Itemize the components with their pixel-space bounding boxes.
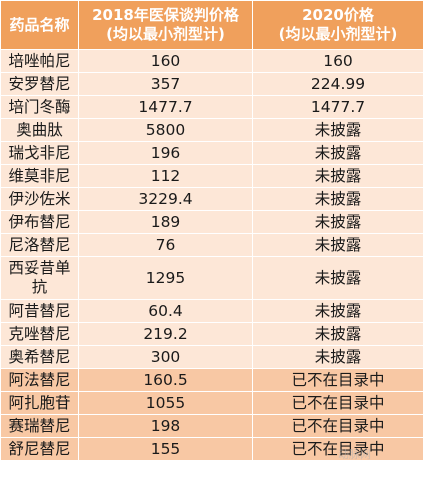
price-2018-cell: 357 [78, 72, 253, 96]
drug-name-cell: 奥曲肽 [0, 118, 79, 142]
header-drug-name: 药品名称 [0, 0, 79, 50]
price-2018-cell: 112 [78, 164, 253, 188]
price-2018-cell: 219.2 [78, 322, 253, 346]
header-price-2018: 2018年医保谈判价格 (均以最小剂型计) [78, 0, 253, 50]
price-2020-cell: 未披露 [252, 299, 423, 323]
drug-name-cell: 阿扎胞苷 [0, 391, 79, 415]
price-2020-cell: 已不在目录中 [252, 414, 423, 438]
price-2020-cell: 未披露 [252, 187, 423, 211]
header-price-2018-title: 2018年医保谈判价格 [92, 6, 239, 24]
price-2018-cell: 160 [78, 49, 253, 73]
table-row: 西妥昔单抗 1295 未披露 [0, 256, 423, 300]
table-row: 瑞戈非尼 196 未披露 [0, 141, 423, 165]
drug-name-cell: 舒尼替尼 [0, 437, 79, 461]
table-row: 阿昔替尼 60.4 未披露 [0, 299, 423, 323]
price-2018-cell: 189 [78, 210, 253, 234]
price-2018-cell: 76 [78, 233, 253, 257]
table-row: 尼洛替尼 76 未披露 [0, 233, 423, 257]
table-row: 安罗替尼 357 224.99 [0, 72, 423, 96]
table-row: 克唑替尼 219.2 未披露 [0, 322, 423, 346]
price-2020-cell: 未披露 [252, 164, 423, 188]
drug-name-cell: 培门冬酶 [0, 95, 79, 119]
table-row: 培门冬酶 1477.7 1477.7 [0, 95, 423, 119]
price-2020-cell: 224.99 [252, 72, 423, 96]
drug-name-cell: 伊沙佐米 [0, 187, 79, 211]
price-2018-cell: 160.5 [78, 368, 253, 392]
table-row: 赛瑞替尼 198 已不在目录中 [0, 414, 423, 438]
drug-name-cell: 奥希替尼 [0, 345, 79, 369]
header-price-2020-title: 2020价格 [302, 6, 374, 24]
drug-name-cell: 培唑帕尼 [0, 49, 79, 73]
drug-name-cell: 维莫非尼 [0, 164, 79, 188]
price-2020-cell: 未披露 [252, 233, 423, 257]
price-2018-cell: 60.4 [78, 299, 253, 323]
price-2018-cell: 1295 [78, 256, 253, 300]
drug-price-table: 药品名称 2018年医保谈判价格 (均以最小剂型计) 2020价格 (均以最小剂… [0, 0, 423, 461]
table-row: 伊布替尼 189 未披露 [0, 210, 423, 234]
table-row: 伊沙佐米 3229.4 未披露 [0, 187, 423, 211]
drug-name-cell: 阿法替尼 [0, 368, 79, 392]
table-row: 维莫非尼 112 未披露 [0, 164, 423, 188]
table-row: 奥曲肽 5800 未披露 [0, 118, 423, 142]
drug-name-cell: 尼洛替尼 [0, 233, 79, 257]
price-2018-cell: 196 [78, 141, 253, 165]
table-row: 阿扎胞苷 1055 已不在目录中 [0, 391, 423, 415]
header-price-2018-note: (均以最小剂型计) [106, 25, 225, 43]
drug-name-cell: 西妥昔单抗 [0, 256, 79, 300]
table-row: 奥希替尼 300 未披露 [0, 345, 423, 369]
price-2020-cell: 1477.7 [252, 95, 423, 119]
price-2020-cell: 未披露 [252, 141, 423, 165]
price-2020-cell: 未披露 [252, 118, 423, 142]
table-body: 培唑帕尼 160 160 安罗替尼 357 224.99 培门冬酶 1477.7 1477.7 奥… [0, 49, 423, 461]
header-drug-name-label: 药品名称 [9, 15, 70, 34]
table-row: 培唑帕尼 160 160 [0, 49, 423, 73]
drug-name-cell: 安罗替尼 [0, 72, 79, 96]
header-price-2020: 2020价格 (均以最小剂型计) [252, 0, 423, 50]
drug-name-cell: 赛瑞替尼 [0, 414, 79, 438]
price-2018-cell: 198 [78, 414, 253, 438]
price-2020-cell: 已不在目录中 [252, 368, 423, 392]
price-2020-cell: 已不在目录中 [252, 437, 423, 461]
price-2018-cell: 155 [78, 437, 253, 461]
price-2020-cell: 160 [252, 49, 423, 73]
price-2020-cell: 未披露 [252, 256, 423, 300]
header-price-2020-note: (均以最小剂型计) [278, 25, 398, 43]
price-2018-cell: 1055 [78, 391, 253, 415]
drug-name-cell: 瑞戈非尼 [0, 141, 79, 165]
price-2020-cell: 未披露 [252, 322, 423, 346]
price-2018-cell: 5800 [78, 118, 253, 142]
price-2018-cell: 300 [78, 345, 253, 369]
price-2020-cell: 已不在目录中 [252, 391, 423, 415]
drug-name-cell: 阿昔替尼 [0, 299, 79, 323]
drug-name-cell: 伊布替尼 [0, 210, 79, 234]
price-2018-cell: 1477.7 [78, 95, 253, 119]
price-2020-cell: 未披露 [252, 345, 423, 369]
price-2018-cell: 3229.4 [78, 187, 253, 211]
table-header-row: 药品名称 2018年医保谈判价格 (均以最小剂型计) 2020价格 (均以最小剂… [0, 0, 423, 50]
table-row: 舒尼替尼 155 已不在目录中 [0, 437, 423, 461]
table-row: 阿法替尼 160.5 已不在目录中 [0, 368, 423, 392]
price-2020-cell: 未披露 [252, 210, 423, 234]
drug-name-cell: 克唑替尼 [0, 322, 79, 346]
